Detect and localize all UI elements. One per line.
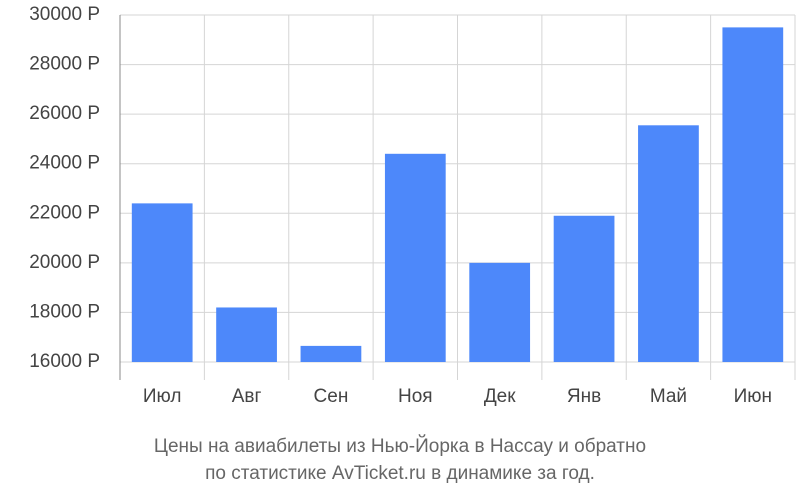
y-tick-label: 22000 Р <box>29 202 100 223</box>
x-tick-label: Май <box>650 386 687 407</box>
x-tick-label: Ноя <box>398 386 433 407</box>
x-tick-label: Сен <box>314 386 349 407</box>
caption-line: Цены на авиабилеты из Нью-Йорка в Нассау… <box>154 435 646 457</box>
y-tick-label: 18000 Р <box>29 301 100 322</box>
caption-line: по статистике AvTicket.ru в динамике за … <box>205 463 595 484</box>
y-tick-label: 16000 Р <box>29 351 100 372</box>
y-tick-label: 26000 Р <box>29 103 100 124</box>
x-tick-label: Июн <box>734 386 772 407</box>
bar <box>384 153 446 362</box>
x-tick-label: Дек <box>484 386 516 407</box>
y-tick-label: 30000 Р <box>29 4 100 25</box>
bar <box>638 125 699 363</box>
x-tick-label: Июл <box>143 386 182 407</box>
y-tick-label: 20000 Р <box>29 252 100 273</box>
bar <box>131 203 193 362</box>
x-tick-label: Янв <box>567 386 601 407</box>
bar <box>722 27 784 363</box>
bar <box>300 345 362 362</box>
x-tick-label: Авг <box>232 386 262 407</box>
y-tick-label: 24000 Р <box>29 153 100 174</box>
bar <box>216 307 277 362</box>
y-tick-label: 28000 Р <box>29 54 100 75</box>
bar <box>553 215 615 362</box>
bar <box>469 262 531 362</box>
